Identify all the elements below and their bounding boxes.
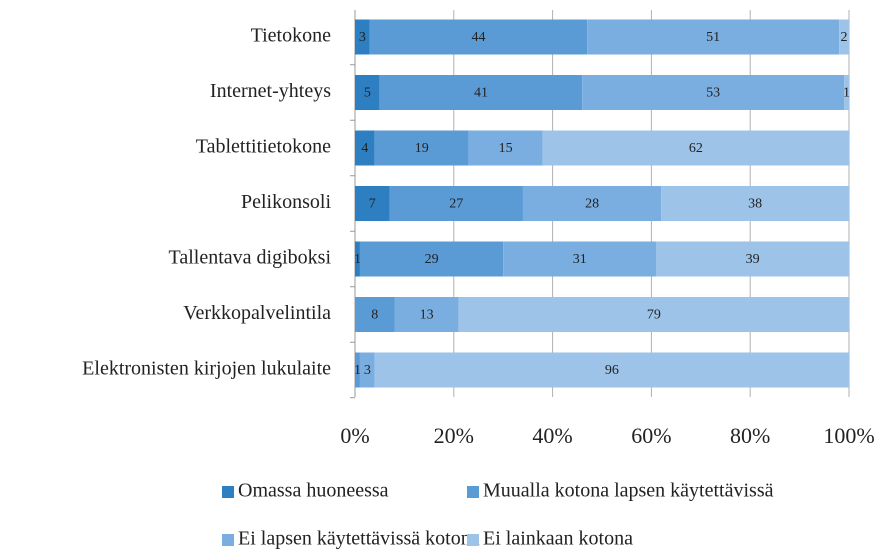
data-label: 44 [472,30,486,45]
x-tick-label: 100% [823,423,874,448]
legend-swatch [222,534,234,546]
data-label: 62 [689,141,703,156]
bar-segment [355,130,375,166]
bar-segment [656,241,849,277]
bar-segment [661,186,849,221]
bar-segment [389,186,523,221]
data-label: 41 [474,86,488,101]
bar-segment [355,75,380,110]
data-label: 31 [573,252,587,267]
data-label: 4 [361,141,368,156]
bar-segment [369,19,588,55]
bar-segment [359,352,375,388]
data-label: 79 [647,308,661,323]
legend-label: Ei lainkaan kotona [483,528,633,550]
legend-swatch [222,486,234,498]
bar-segment [355,297,395,332]
bar-segment [394,297,459,332]
data-label: 8 [371,308,378,323]
bar-segment [582,75,845,110]
legend-label: Ei lapsen käytettävissä kotona [238,528,480,550]
data-label: 3 [364,363,371,378]
data-label: 39 [746,252,760,267]
bar-segment [379,75,583,110]
y-tick-label: Tablettitietokone [196,136,331,158]
legend-swatch [467,534,479,546]
data-label: 1 [354,363,361,378]
bar-segment [844,75,849,110]
y-tick-label: Internet-yhteys [210,80,331,102]
data-label: 27 [449,197,463,212]
x-tick-label: 0% [340,423,369,448]
x-tick-label: 80% [730,423,770,448]
data-label: 1 [843,86,850,101]
bar-segment [522,186,662,221]
bar-segment [587,19,840,55]
legend-label: Omassa huoneessa [238,480,389,502]
y-tick-label: Pelikonsoli [241,191,331,213]
bar-segment [839,19,849,55]
data-label: 13 [420,308,434,323]
bar-segment [374,352,849,388]
x-tick-label: 60% [631,423,671,448]
data-label: 19 [415,141,429,156]
data-label: 5 [364,86,371,101]
data-label: 1 [354,252,361,267]
x-tick-label: 40% [532,423,572,448]
data-label: 3 [359,30,366,45]
data-label: 15 [499,141,513,156]
data-label: 51 [706,30,720,45]
data-label: 96 [605,363,619,378]
bar-segment [468,130,543,166]
y-tick-label: Tallentava digiboksi [169,247,332,269]
y-tick-label: Tietokone [251,25,332,47]
bar-segment [359,241,504,277]
data-label: 2 [841,30,848,45]
legend-swatch [467,486,479,498]
bar-segment [542,130,849,166]
bar-segment [355,19,370,55]
bar-segment [458,297,849,332]
bar-segment [355,352,360,388]
bar-segment [355,241,360,277]
y-tick-label: Elektronisten kirjojen lukulaite [82,358,331,380]
legend-label: Muualla kotona lapsen käytettävissä [483,480,774,502]
data-label: 29 [425,252,439,267]
x-tick-label: 20% [434,423,474,448]
data-label: 28 [585,197,599,212]
y-tick-label: Verkkopalvelintila [183,302,331,324]
data-label: 7 [369,197,376,212]
data-label: 38 [748,197,762,212]
bar-segment [355,186,390,221]
bar-segment [503,241,657,277]
data-label: 53 [706,86,720,101]
bar-segment [374,130,469,166]
